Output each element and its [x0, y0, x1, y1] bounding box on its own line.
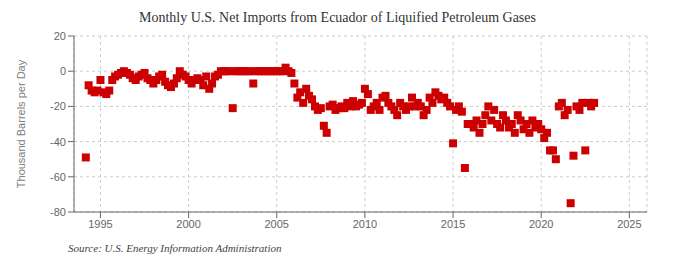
svg-text:Thousand Barrels per Day: Thousand Barrels per Day — [15, 59, 27, 188]
html-text:Monthly U.S. Net Imports from: Monthly U.S. Net Imports from Ecuador of… — [139, 10, 536, 25]
svg-text:2025: 2025 — [617, 218, 641, 230]
svg-text:1995: 1995 — [88, 218, 112, 230]
svg-text:0: 0 — [60, 65, 66, 77]
svg-text:2000: 2000 — [176, 218, 200, 230]
svg-text:-60: -60 — [50, 171, 66, 183]
svg-text:-20: -20 — [50, 100, 66, 112]
svg-text:2005: 2005 — [265, 218, 289, 230]
svg-text:2015: 2015 — [441, 218, 465, 230]
svg-text:2020: 2020 — [529, 218, 553, 230]
html-text:Source: U.S. Energy Informatio: Source: U.S. Energy Information Administ… — [68, 242, 282, 254]
svg-text:-80: -80 — [50, 206, 66, 218]
svg-text:2010: 2010 — [353, 218, 377, 230]
svg-text:-40: -40 — [50, 136, 66, 148]
svg-text:20: 20 — [54, 30, 66, 42]
